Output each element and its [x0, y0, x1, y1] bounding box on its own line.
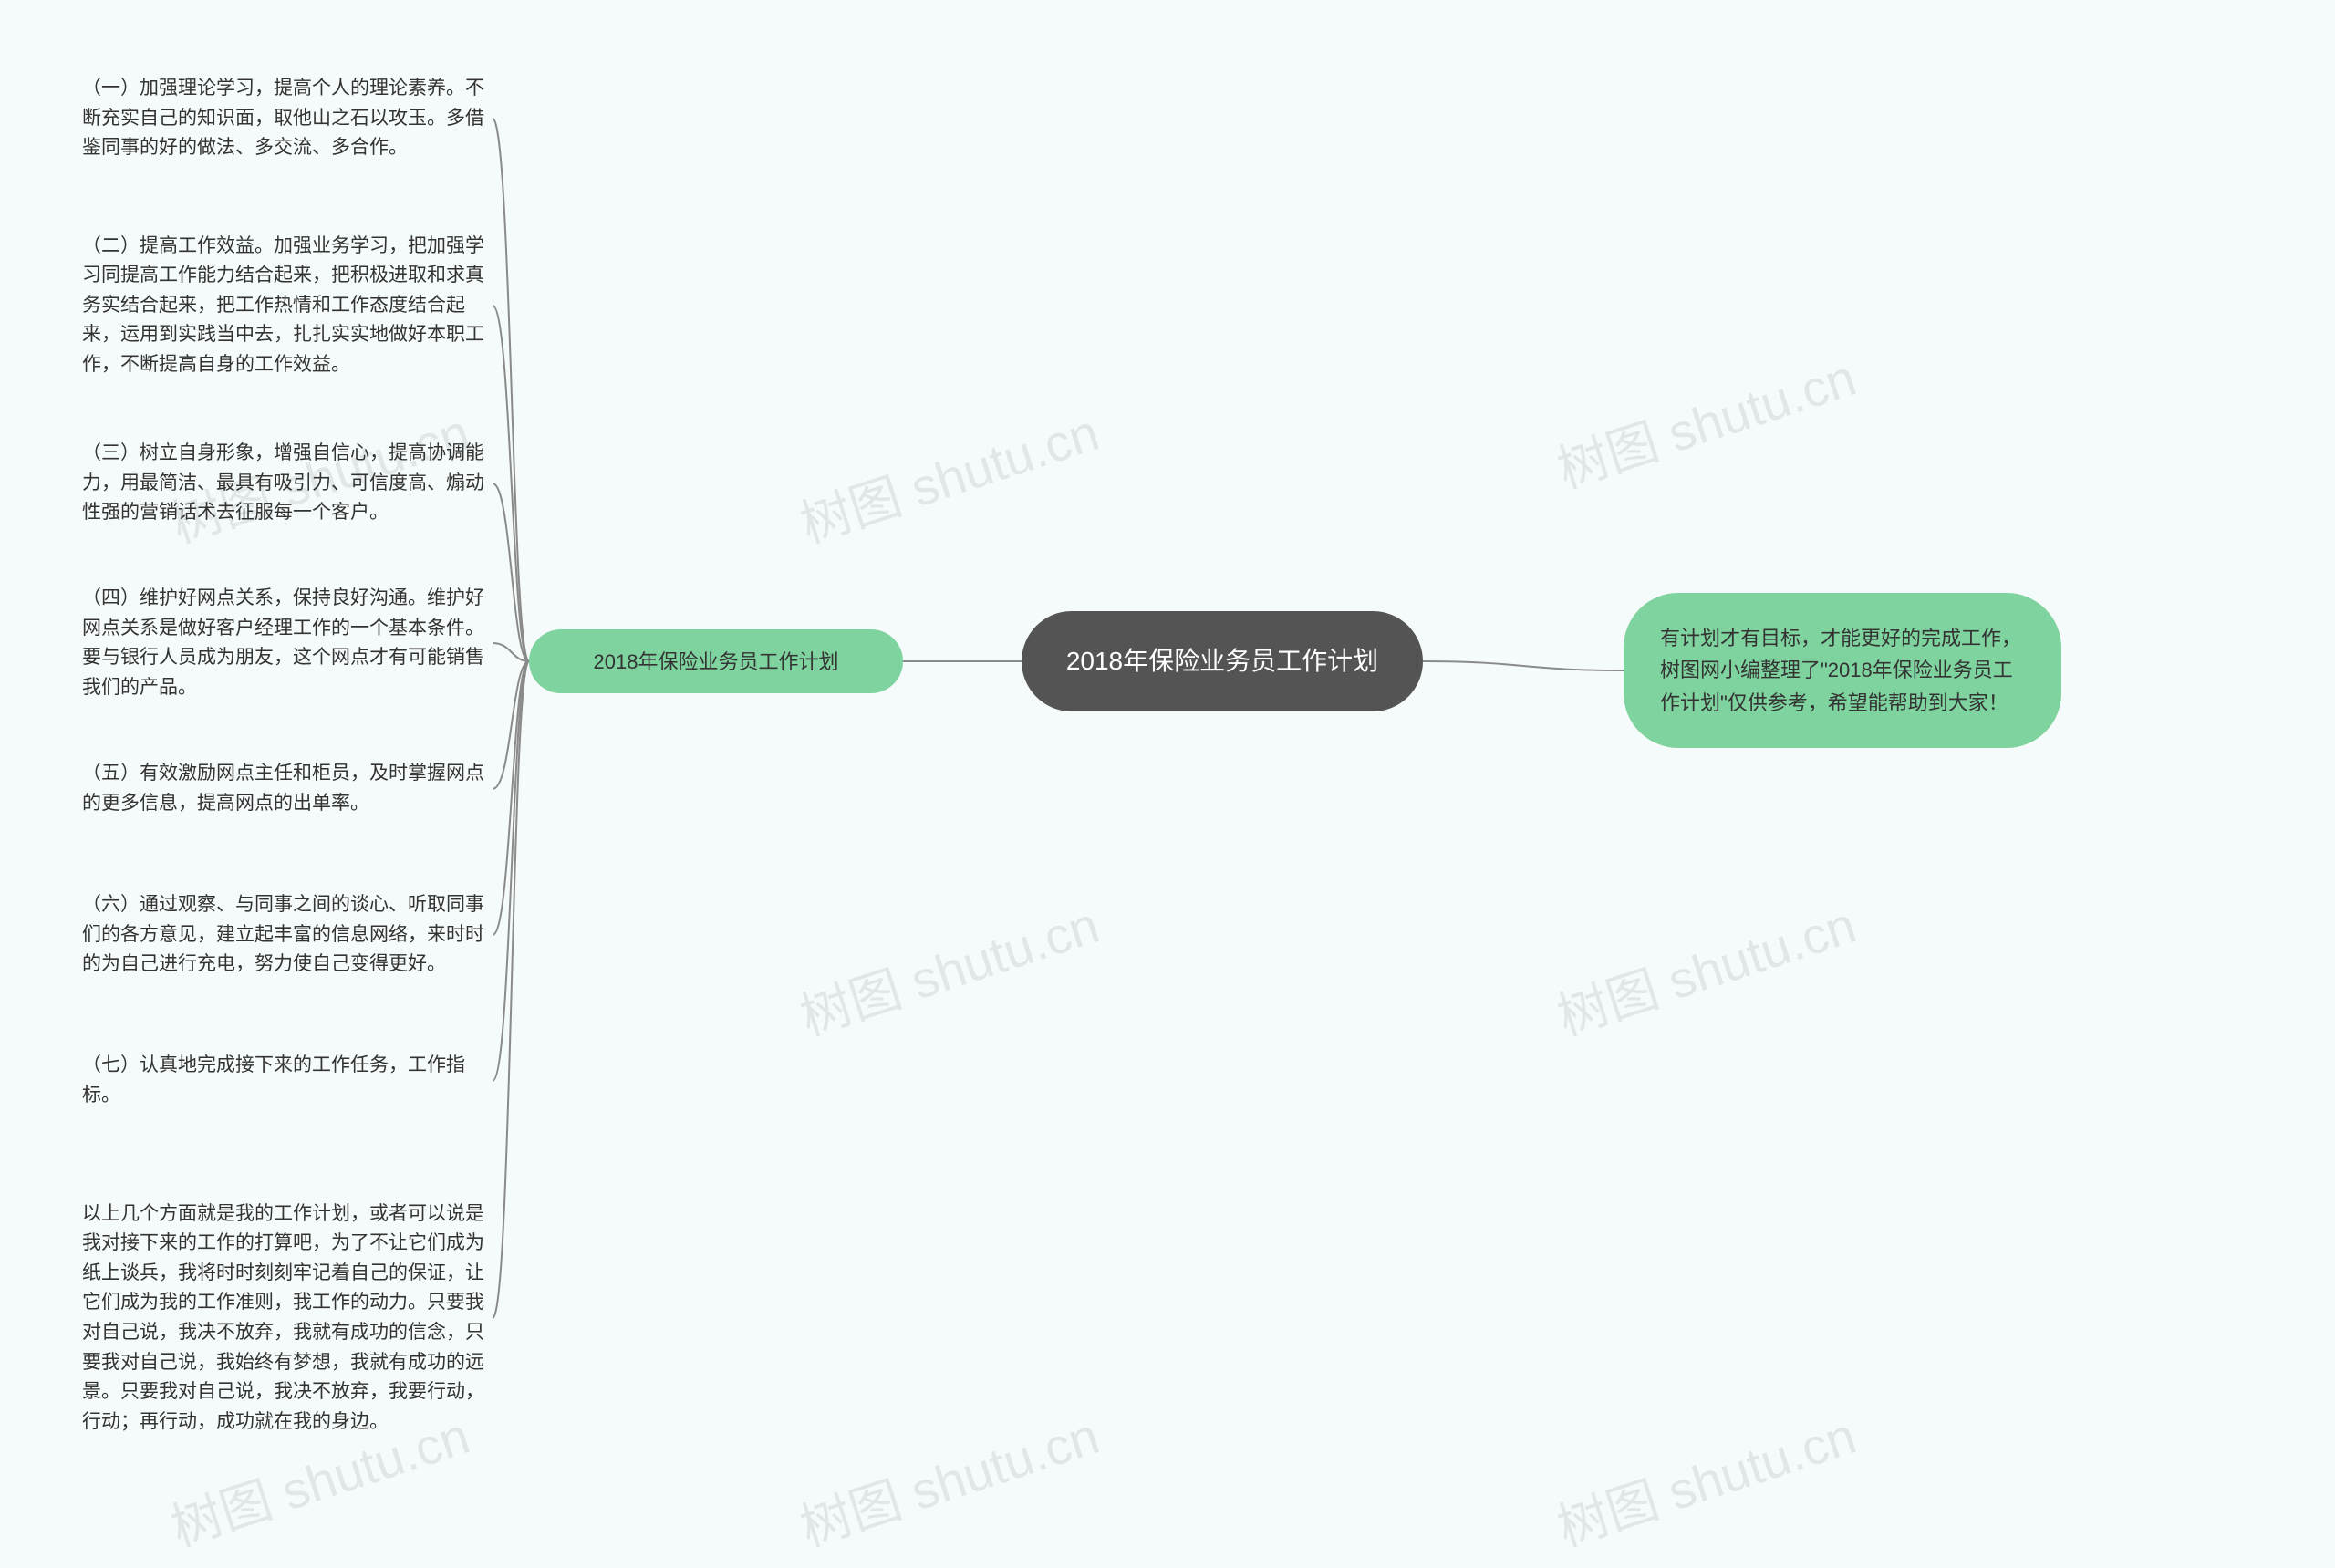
center-title-line: 2018年保险业务员工作计划 — [1066, 642, 1378, 680]
mindmap-leaf-2: （二）提高工作效益。加强业务学习，把加强学习同提高工作能力结合起来，把积极进取和… — [82, 228, 493, 383]
mindmap-center-node: 2018年保险业务员工作计划 — [1022, 611, 1423, 711]
mindmap-leaf-3: （三）树立自身形象，增强自信心，提高协调能力，用最简洁、最具有吸引力、可信度高、… — [82, 438, 493, 529]
watermark-text: 树图 shutu.cn — [1547, 337, 1864, 504]
watermark-text: 树图 shutu.cn — [1547, 885, 1864, 1051]
watermark-text: 树图 shutu.cn — [790, 885, 1107, 1051]
mindmap-leaf-7: （七）认真地完成接下来的工作任务，工作指标。 — [82, 1049, 493, 1113]
mindmap-leaf-4: （四）维护好网点关系，保持良好沟通。维护好网点关系是做好客户经理工作的一个基本条… — [82, 584, 493, 702]
mindmap-leaf-1: （一）加强理论学习，提高个人的理论素养。不断充实自己的知识面，取他山之石以攻玉。… — [82, 73, 493, 164]
mindmap-right-branch: 有计划才有目标，才能更好的完成工作，树图网小编整理了"2018年保险业务员工作计… — [1624, 593, 2061, 748]
mindmap-leaf-6: （六）通过观察、与同事之间的谈心、听取同事们的各方意见，建立起丰富的信息网络，来… — [82, 876, 493, 994]
mindmap-leaf-8: 以上几个方面就是我的工作计划，或者可以说是我对接下来的工作的打算吧，为了不让它们… — [82, 1168, 493, 1469]
watermark-text: 树图 shutu.cn — [1547, 1396, 1864, 1562]
watermark-text: 树图 shutu.cn — [790, 1396, 1107, 1562]
watermark-text: 树图 shutu.cn — [790, 392, 1107, 558]
mindmap-leaf-5: （五）有效激励网点主任和柜员，及时掌握网点的更多信息，提高网点的出单率。 — [82, 757, 493, 821]
mindmap-left-branch: 2018年保险业务员工作计划 — [529, 629, 903, 693]
